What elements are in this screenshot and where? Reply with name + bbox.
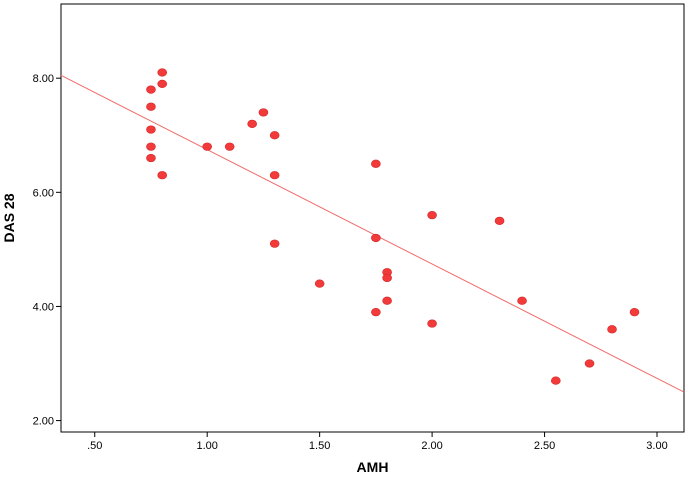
x-tick-label: 3.00 — [646, 440, 667, 452]
data-point — [427, 319, 437, 328]
data-point — [157, 171, 168, 180]
data-point — [247, 119, 257, 128]
data-point — [517, 296, 527, 305]
data-point — [269, 239, 280, 248]
x-axis-title: AMH — [357, 459, 389, 475]
data-point — [382, 273, 392, 283]
data-point — [146, 102, 156, 111]
y-tick-label: 6.00 — [33, 187, 54, 199]
data-point — [146, 125, 156, 134]
data-point — [157, 68, 168, 77]
data-point — [224, 142, 235, 151]
y-tick-label: 4.00 — [33, 301, 54, 313]
data-point — [269, 131, 280, 140]
data-point — [607, 325, 617, 334]
data-point — [371, 233, 381, 243]
y-tick-label: 2.00 — [33, 416, 54, 428]
data-point — [494, 216, 505, 225]
plot-frame — [60, 3, 685, 433]
y-tick-label: 8.00 — [33, 73, 54, 85]
x-tick-label: 1.00 — [196, 440, 217, 452]
data-point — [146, 153, 156, 163]
data-point — [371, 159, 381, 168]
data-point — [258, 108, 269, 117]
data-point — [157, 79, 168, 88]
fit-line — [60, 74, 685, 393]
data-point — [584, 359, 595, 368]
x-tick-label: .50 — [87, 440, 102, 452]
data-point — [427, 211, 437, 220]
data-point — [314, 279, 325, 288]
y-axis-title: DAS 28 — [1, 193, 17, 242]
data-point — [202, 142, 212, 151]
data-point — [146, 85, 156, 94]
x-tick-label: 2.00 — [421, 440, 442, 452]
data-point — [269, 171, 280, 180]
data-point — [371, 308, 381, 317]
data-point — [629, 308, 640, 317]
data-point — [146, 142, 156, 151]
data-point — [551, 376, 561, 385]
x-tick-label: 1.50 — [309, 440, 330, 452]
x-tick-label: 2.50 — [534, 440, 555, 452]
data-point — [382, 296, 392, 305]
